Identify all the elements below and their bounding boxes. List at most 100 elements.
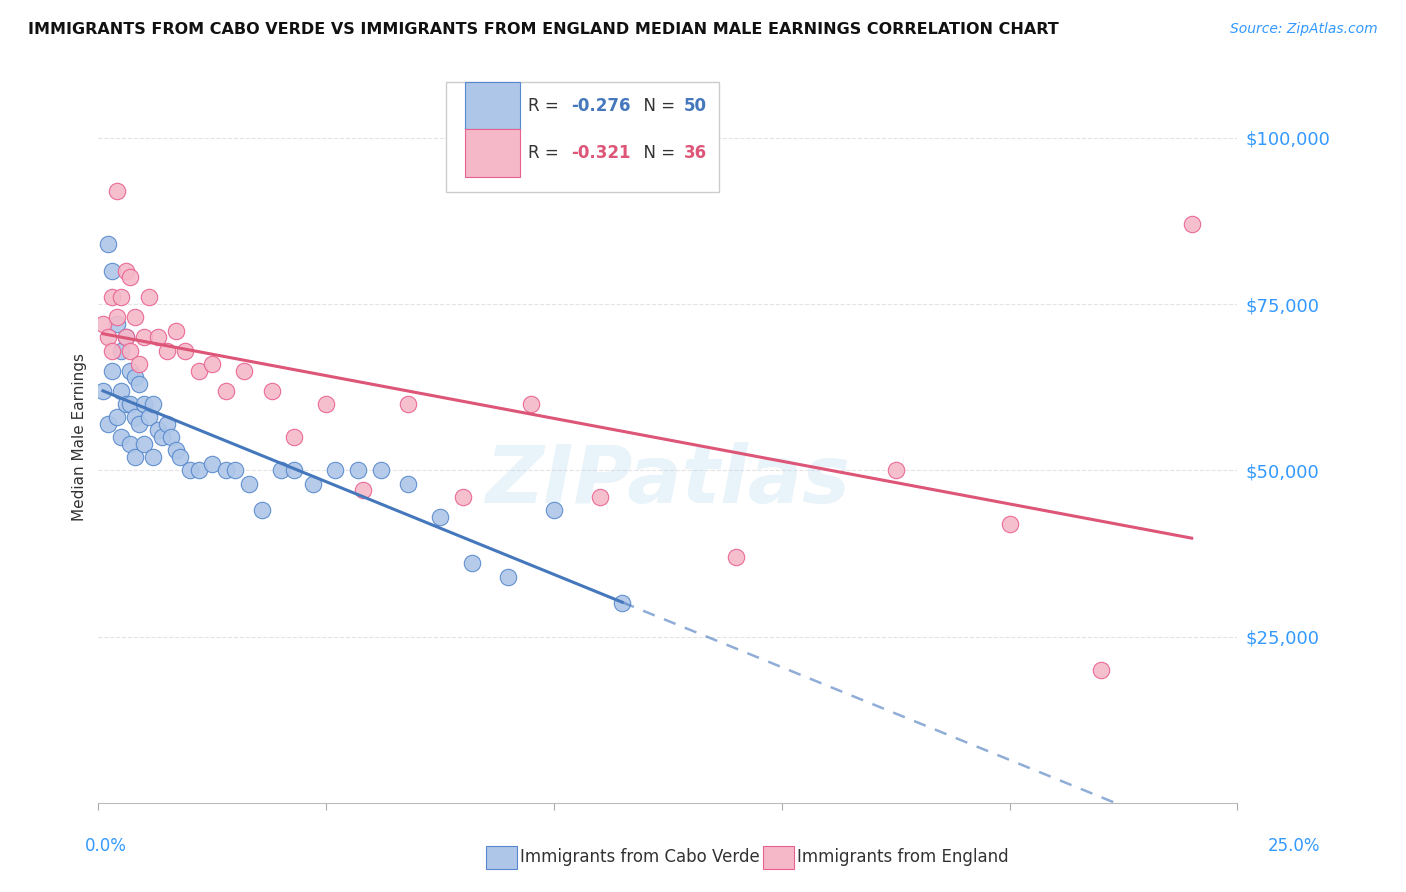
Point [588, 490, 610, 504]
Point [124, 450, 146, 464]
Point [120, 343, 142, 358]
Point [301, 476, 323, 491]
Point [120, 363, 142, 377]
Point [461, 557, 484, 571]
Point [451, 490, 474, 504]
Point [101, 264, 124, 278]
Point [283, 463, 305, 477]
Point [315, 397, 337, 411]
Point [215, 463, 238, 477]
Point [998, 516, 1021, 531]
Point [105, 317, 128, 331]
Point [91, 317, 114, 331]
Point [187, 363, 209, 377]
Point [120, 397, 142, 411]
Point [283, 430, 305, 444]
Point [270, 463, 292, 477]
Point [169, 450, 191, 464]
Text: Source: ZipAtlas.com: Source: ZipAtlas.com [1230, 22, 1378, 37]
Point [725, 549, 748, 564]
Point [156, 343, 179, 358]
Y-axis label: Median Male Earnings: Median Male Earnings [72, 353, 87, 521]
Point [124, 310, 146, 325]
Point [128, 357, 150, 371]
Point [124, 370, 146, 384]
Text: 25.0%: 25.0% [1267, 837, 1320, 855]
Point [110, 384, 132, 398]
Point [146, 424, 169, 438]
FancyBboxPatch shape [465, 82, 520, 129]
Point [128, 417, 150, 431]
Point [156, 417, 179, 431]
Point [96, 330, 118, 344]
Point [187, 463, 209, 477]
Point [347, 463, 370, 477]
Text: -0.276: -0.276 [571, 96, 630, 115]
Point [114, 397, 136, 411]
Text: -0.321: -0.321 [571, 145, 630, 162]
Point [174, 343, 197, 358]
Point [132, 436, 155, 450]
Text: Immigrants from Cabo Verde: Immigrants from Cabo Verde [520, 848, 761, 866]
Point [215, 384, 238, 398]
Point [128, 376, 150, 391]
Point [370, 463, 392, 477]
Point [252, 503, 274, 517]
Point [179, 463, 201, 477]
Point [142, 397, 165, 411]
Point [396, 397, 419, 411]
Point [91, 384, 114, 398]
Point [142, 450, 165, 464]
Text: N =: N = [633, 145, 681, 162]
Point [396, 476, 419, 491]
Point [120, 436, 142, 450]
Point [238, 476, 260, 491]
Point [110, 343, 132, 358]
Point [101, 363, 124, 377]
Point [520, 397, 543, 411]
Point [224, 463, 246, 477]
Point [124, 410, 146, 425]
Point [110, 430, 132, 444]
Point [96, 417, 118, 431]
Point [132, 397, 155, 411]
Point [105, 310, 128, 325]
Point [105, 184, 128, 198]
Point [352, 483, 374, 498]
Point [138, 290, 160, 304]
Point [110, 290, 132, 304]
Point [884, 463, 907, 477]
Text: N =: N = [633, 96, 681, 115]
Text: 36: 36 [683, 145, 707, 162]
Point [101, 290, 124, 304]
FancyBboxPatch shape [465, 129, 520, 177]
Point [1181, 217, 1204, 231]
Point [114, 330, 136, 344]
Point [498, 570, 520, 584]
Point [612, 596, 634, 610]
Point [96, 237, 118, 252]
Point [233, 363, 256, 377]
Point [543, 503, 565, 517]
Text: IMMIGRANTS FROM CABO VERDE VS IMMIGRANTS FROM ENGLAND MEDIAN MALE EARNINGS CORRE: IMMIGRANTS FROM CABO VERDE VS IMMIGRANTS… [28, 22, 1059, 37]
Point [201, 457, 224, 471]
Point [1090, 663, 1112, 677]
Point [323, 463, 346, 477]
Text: 50: 50 [683, 96, 707, 115]
Point [160, 430, 183, 444]
Point [138, 410, 160, 425]
Point [165, 443, 187, 458]
Point [120, 270, 142, 285]
Point [260, 384, 283, 398]
Point [114, 330, 136, 344]
Point [114, 264, 136, 278]
Point [146, 330, 169, 344]
Point [101, 343, 124, 358]
Text: Immigrants from England: Immigrants from England [797, 848, 1010, 866]
Point [201, 357, 224, 371]
FancyBboxPatch shape [446, 82, 718, 192]
Text: R =: R = [527, 145, 564, 162]
Text: 0.0%: 0.0% [84, 837, 127, 855]
Point [165, 324, 187, 338]
Text: R =: R = [527, 96, 564, 115]
